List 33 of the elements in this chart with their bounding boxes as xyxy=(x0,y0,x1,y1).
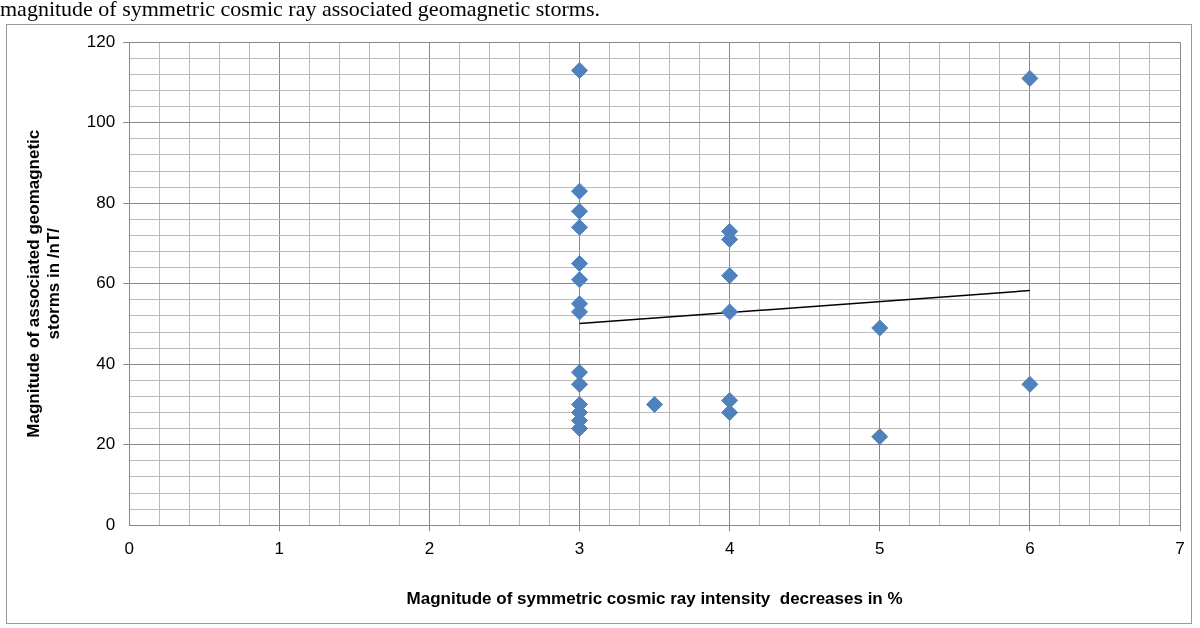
point xyxy=(571,218,589,236)
point xyxy=(871,428,889,446)
y-tick-label: 80 xyxy=(96,192,116,212)
point xyxy=(871,319,889,337)
point xyxy=(1021,375,1039,393)
y-tick-label: 0 xyxy=(105,514,116,534)
x-tick-label: 3 xyxy=(574,539,585,559)
y-tick-label: 60 xyxy=(96,273,116,293)
point xyxy=(646,395,664,413)
y-tick-label: 100 xyxy=(86,112,116,132)
x-tick-label: 7 xyxy=(1175,539,1185,559)
y-tick-label: 120 xyxy=(86,31,116,51)
y-tick-label: 40 xyxy=(96,353,116,373)
x-tick-label: 1 xyxy=(274,539,285,559)
x-axis-title: Magnitude of symmetric cosmic ray intensity decreases in % xyxy=(406,589,903,609)
point xyxy=(721,267,739,285)
point xyxy=(721,391,739,409)
point xyxy=(571,182,589,200)
text: magnitude of symmetric cosmic ray associated geomagnetic storms. xyxy=(0,0,601,22)
point xyxy=(571,255,589,273)
y-axis-title: Magnitude of associated geomagnetic storms in /nT/ xyxy=(23,129,64,438)
y-tick-label: 20 xyxy=(96,434,116,454)
x-tick-label: 5 xyxy=(875,539,885,559)
point xyxy=(571,202,589,220)
point xyxy=(1021,69,1039,87)
point xyxy=(571,271,589,289)
x-tick-label: 2 xyxy=(424,539,435,559)
point xyxy=(571,61,589,79)
x-tick-label: 4 xyxy=(724,539,735,559)
x-tick-label: 0 xyxy=(124,539,134,559)
point xyxy=(721,303,739,321)
x-tick-label: 6 xyxy=(1025,539,1035,559)
point xyxy=(721,404,739,421)
